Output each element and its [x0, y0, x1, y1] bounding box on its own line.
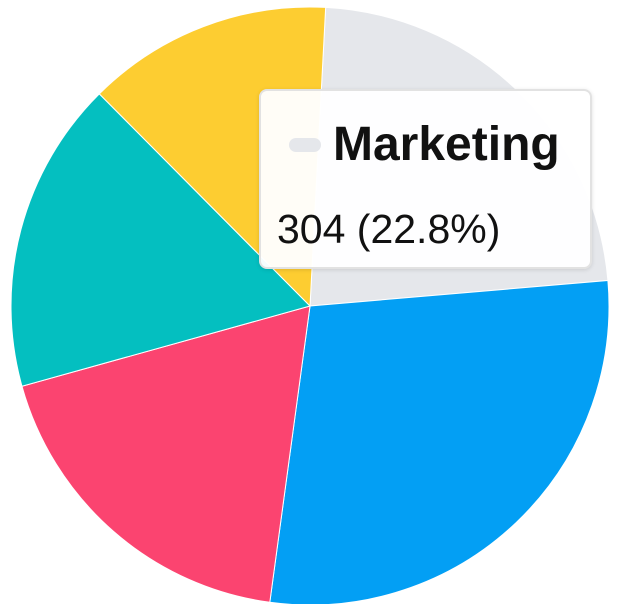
pie-slice-1[interactable] [269, 279, 610, 604]
tooltip-value: 304 (22.8%) [277, 206, 501, 252]
pie-slice-2[interactable] [21, 305, 311, 603]
tooltip-swatch [289, 138, 321, 152]
tooltip-header: Marketing [289, 115, 560, 175]
chart-tooltip: Marketing 304 (22.8%) [259, 89, 592, 269]
tooltip-label: Marketing [333, 118, 560, 171]
pie-slice-3[interactable] [10, 93, 311, 387]
